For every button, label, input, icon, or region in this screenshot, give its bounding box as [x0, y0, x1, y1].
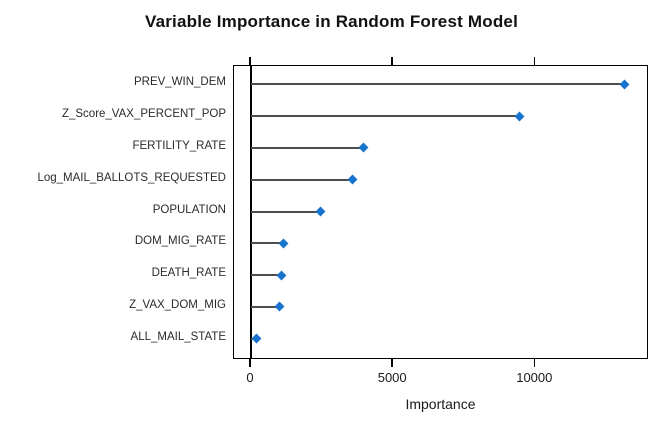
- x-axis-label: Importance: [405, 396, 476, 412]
- x-tick-label: 5000: [377, 370, 407, 385]
- x-tick-label: 0: [246, 370, 254, 385]
- plot-area: [233, 65, 648, 359]
- data-point-diamond: [274, 301, 285, 312]
- lollipop-stick: [251, 146, 364, 149]
- category-label: FERTILITY_RATE: [132, 139, 226, 152]
- lollipop-stick: [251, 178, 353, 181]
- category-label: POPULATION: [152, 203, 226, 216]
- category-label: ALL_MAIL_STATE: [130, 330, 226, 343]
- x-tick-label: 10000: [516, 370, 553, 385]
- lollipop-stick: [251, 115, 520, 118]
- bottom-axis-tick: [391, 359, 393, 367]
- lollipop-stick: [251, 83, 625, 86]
- data-point-diamond: [251, 333, 262, 344]
- category-label: DEATH_RATE: [151, 267, 226, 280]
- category-label: PREV_WIN_DEM: [133, 76, 226, 89]
- category-label: Log_MAIL_BALLOTS_REQUESTED: [37, 171, 226, 184]
- top-axis-tick: [249, 57, 251, 65]
- data-point-diamond: [347, 174, 358, 185]
- category-label: Z_VAX_DOM_MIG: [129, 298, 226, 311]
- top-axis-tick: [533, 57, 536, 65]
- chart-title: Variable Importance in Random Forest Mod…: [144, 12, 519, 31]
- data-point-diamond: [278, 238, 289, 249]
- lollipop-stick: [251, 274, 282, 277]
- bottom-axis-tick: [533, 359, 536, 367]
- category-label: DOM_MIG_RATE: [134, 235, 226, 248]
- lollipop-stick: [251, 305, 280, 308]
- lollipop-stick: [251, 210, 321, 213]
- data-point-diamond: [315, 206, 326, 217]
- top-axis-tick: [391, 57, 393, 65]
- data-point-diamond: [619, 79, 630, 90]
- data-point-diamond: [358, 142, 369, 153]
- category-label: Z_Score_VAX_PERCENT_POP: [61, 108, 226, 121]
- bottom-axis-tick: [249, 359, 251, 367]
- lollipop-stick: [251, 242, 284, 245]
- data-point-diamond: [276, 270, 287, 281]
- data-point-diamond: [514, 111, 525, 122]
